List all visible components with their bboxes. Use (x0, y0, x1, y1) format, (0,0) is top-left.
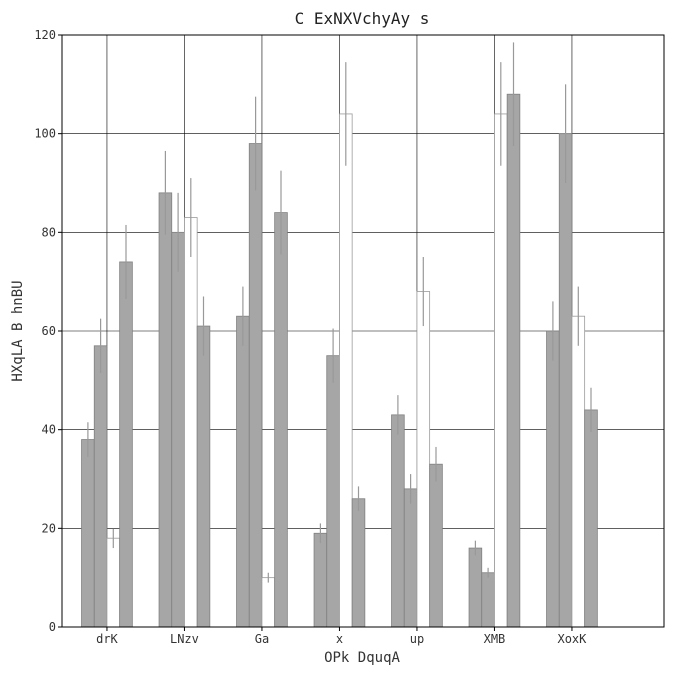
bar (171, 231, 185, 628)
bar (391, 414, 405, 628)
x-axis-ticks: drK LNzv Ga x up XMB XoxK (96, 627, 587, 646)
y-tick-label: 40 (42, 423, 56, 437)
x-tick-label: XoxK (557, 632, 587, 646)
x-axis-title: OPk DquqA (324, 650, 400, 666)
bar (481, 572, 495, 628)
bar (93, 345, 108, 628)
bar (261, 577, 276, 628)
bar (403, 488, 418, 628)
bar (429, 463, 443, 628)
bar (106, 537, 121, 628)
bar (494, 113, 508, 628)
chart-title: C ExNXVchyAy s (295, 9, 430, 28)
y-tick-label: 120 (34, 28, 56, 42)
bar (351, 498, 366, 628)
x-tick-label: Ga (255, 632, 269, 646)
bar (274, 212, 288, 628)
bar (506, 93, 521, 628)
bar (326, 355, 340, 628)
bars (81, 93, 598, 628)
y-tick-label: 80 (42, 225, 56, 239)
y-axis-title: HXqLA B hnBU (10, 280, 26, 381)
y-tick-label: 60 (42, 324, 56, 338)
x-tick-label: LNzv (170, 632, 199, 646)
bar (558, 133, 573, 628)
bar (584, 409, 598, 628)
bar (81, 439, 95, 628)
bar (196, 325, 211, 628)
error-bars (87, 42, 592, 583)
bar (468, 547, 483, 628)
x-tick-label: drK (96, 632, 118, 646)
y-tick-label: 0 (49, 620, 56, 634)
bar (571, 315, 586, 628)
bar (339, 113, 353, 628)
bar (416, 291, 431, 628)
bar (236, 315, 250, 628)
bar (248, 143, 263, 628)
bar (313, 532, 328, 628)
y-tick-label: 20 (42, 521, 56, 535)
x-tick-label: up (410, 632, 424, 646)
bar (119, 261, 133, 628)
x-tick-label: XMB (484, 632, 506, 646)
bar (158, 192, 173, 628)
bar (184, 217, 198, 628)
y-axis-ticks: 0 20 40 60 80 100 120 (34, 28, 62, 634)
y-tick-label: 100 (34, 127, 56, 141)
x-tick-label: x (336, 632, 343, 646)
bar (546, 330, 560, 628)
